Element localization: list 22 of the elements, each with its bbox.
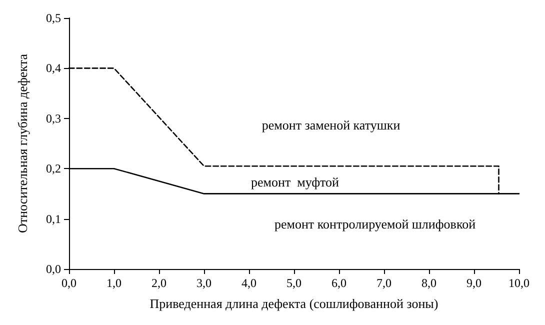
y-tick-label: 0,3 (46, 111, 61, 126)
x-axis-title: Приведенная длина дефекта (сошлифованной зоны) (150, 296, 438, 311)
x-tick-label: 10,0 (508, 276, 530, 290)
annotation: ремонт муфтой (251, 174, 339, 190)
y-tick-label: 0,4 (46, 61, 61, 76)
x-tick-label: 4,0 (242, 276, 256, 290)
x-tick-label: 5,0 (286, 276, 302, 290)
y-axis-title: Относительная глубина дефекта (15, 54, 30, 233)
y-tick-label: 0,5 (46, 11, 61, 25)
y-tick-label: 0,0 (46, 262, 61, 276)
y-tick-label: 0,2 (46, 162, 61, 176)
x-tick-label: 2,0 (152, 276, 166, 290)
y-tick-label: 0,1 (46, 212, 61, 226)
x-tick-label: 3,0 (196, 276, 212, 290)
annotation: ремонт заменой катушки (262, 118, 400, 132)
x-tick-label: 9,0 (466, 276, 482, 290)
annotation: ремонт контролируемой шлифовкой (274, 216, 476, 232)
x-tick-label: 1,0 (106, 276, 122, 290)
x-tick-label: 8,0 (422, 276, 436, 290)
x-tick-label: 6,0 (332, 276, 346, 290)
x-tick-label: 0,0 (62, 276, 76, 290)
x-tick-label: 7,0 (376, 276, 392, 290)
